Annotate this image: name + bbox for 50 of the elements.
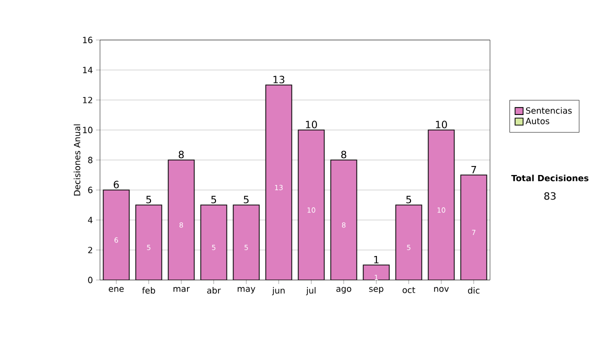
text: 83 <box>544 192 556 200</box>
total-label: 6 <box>114 180 119 188</box>
x-tick-label: abr <box>207 287 221 294</box>
total-label: 10 <box>306 120 317 128</box>
legend-label: Autos <box>526 118 550 124</box>
total-label: 5 <box>146 196 152 204</box>
x-tick-label: mar <box>174 287 190 292</box>
total-label: 5 <box>211 196 216 204</box>
bar <box>460 174 488 280</box>
x-tick-label: may <box>238 287 256 294</box>
bar <box>200 205 227 280</box>
total-label: 8 <box>341 150 346 158</box>
y-tick-label: 10 <box>83 126 92 134</box>
y-tick-label: 6 <box>88 186 92 194</box>
bar <box>233 205 260 280</box>
y-tick-label: 14 <box>83 66 92 74</box>
bar <box>298 130 324 280</box>
bar <box>396 205 422 280</box>
y-tick-label: 0 <box>88 276 92 284</box>
total-label: 5 <box>244 196 249 204</box>
y-axis-title: Decisiones Anual <box>74 124 80 196</box>
bar <box>428 130 454 280</box>
legend-label: Sentencias <box>526 107 572 114</box>
total-label: 5 <box>406 196 412 204</box>
x-tick-label: nov <box>434 287 449 292</box>
x-tick-label: ene <box>108 287 124 292</box>
bar <box>330 160 357 280</box>
y-tick-label: 2 <box>88 246 92 254</box>
bar <box>266 84 292 280</box>
total-label: 7 <box>471 166 476 174</box>
total-label: 1 <box>374 256 379 264</box>
bar <box>168 160 194 280</box>
total-label: 13 <box>273 76 284 84</box>
text: Total Decisiones <box>511 174 588 182</box>
x-tick-label: sep <box>369 287 384 294</box>
bar <box>136 205 162 280</box>
bar <box>103 190 130 280</box>
y-tick-label: 16 <box>83 36 92 44</box>
y-tick-label: 4 <box>88 216 92 224</box>
x-tick-label: jun <box>272 287 285 296</box>
y-tick-label: 8 <box>88 156 92 164</box>
x-tick-label: ago <box>336 287 352 294</box>
total-label: 10 <box>436 120 447 128</box>
bar <box>363 265 390 280</box>
x-tick-label: dic <box>468 287 480 294</box>
total-label: 8 <box>178 150 184 158</box>
x-tick-label: feb <box>142 287 156 294</box>
x-tick-label: oct <box>402 287 416 294</box>
y-tick-label: 12 <box>83 96 92 104</box>
x-tick-label: jul <box>306 287 316 296</box>
